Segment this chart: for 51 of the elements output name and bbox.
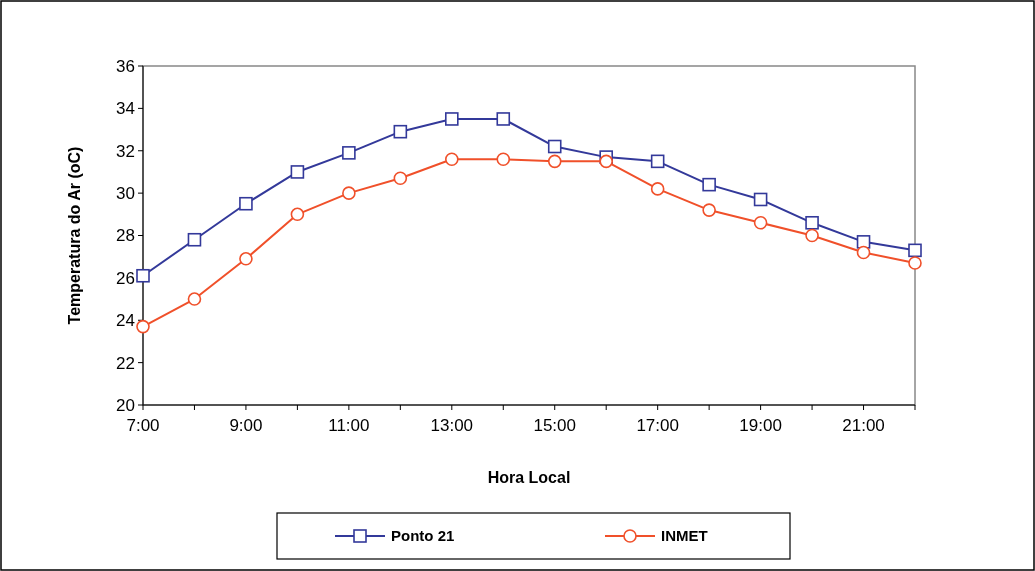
point	[342, 146, 356, 160]
point	[239, 196, 253, 211]
point	[496, 112, 511, 126]
x-tick-label: 11:00	[328, 416, 370, 435]
y-axis-title: Temperatura do Ar (oC)	[66, 146, 83, 325]
point	[290, 207, 305, 222]
legend-label: INMET	[661, 527, 708, 545]
point	[547, 154, 562, 169]
y-tick-label: 24	[116, 311, 135, 331]
point	[239, 252, 253, 266]
point	[445, 152, 459, 167]
x-tick-label: 19:00	[739, 416, 782, 435]
point	[496, 152, 511, 167]
point	[393, 124, 408, 139]
point	[805, 228, 819, 243]
point	[136, 268, 150, 283]
x-tick-label: 17:00	[636, 416, 679, 435]
x-axis-title: Hora Local	[487, 469, 571, 486]
y-tick-label: 28	[116, 226, 135, 246]
x-tick-label: 7:00	[126, 416, 160, 435]
y-tick-label: 20	[116, 395, 135, 415]
point	[753, 215, 768, 230]
point	[805, 215, 819, 230]
x-tick-label: 21:00	[842, 416, 885, 435]
point	[393, 171, 408, 186]
point	[599, 154, 613, 169]
point	[187, 232, 202, 247]
point	[650, 154, 665, 169]
point	[908, 243, 922, 258]
x-tick-label: 13:00	[430, 416, 474, 435]
point	[908, 256, 922, 270]
point	[753, 192, 768, 207]
y-tick-label: 22	[116, 353, 135, 373]
point	[187, 292, 202, 306]
point	[702, 177, 716, 192]
x-tick-label: 9:00	[229, 416, 263, 435]
point	[547, 139, 562, 154]
point	[342, 186, 356, 200]
legend-label: Ponto 21	[391, 527, 455, 545]
y-tick-label: 26	[116, 268, 135, 288]
point	[445, 112, 459, 126]
point	[856, 245, 871, 260]
y-tick-label: 30	[116, 184, 135, 204]
y-tick-label: 36	[116, 56, 135, 76]
point	[136, 319, 150, 334]
point	[650, 182, 665, 196]
y-tick-label: 34	[116, 99, 135, 119]
point	[290, 165, 305, 179]
x-tick-label: 15:00	[533, 416, 577, 435]
point	[702, 203, 716, 217]
y-tick-label: 32	[116, 141, 135, 161]
